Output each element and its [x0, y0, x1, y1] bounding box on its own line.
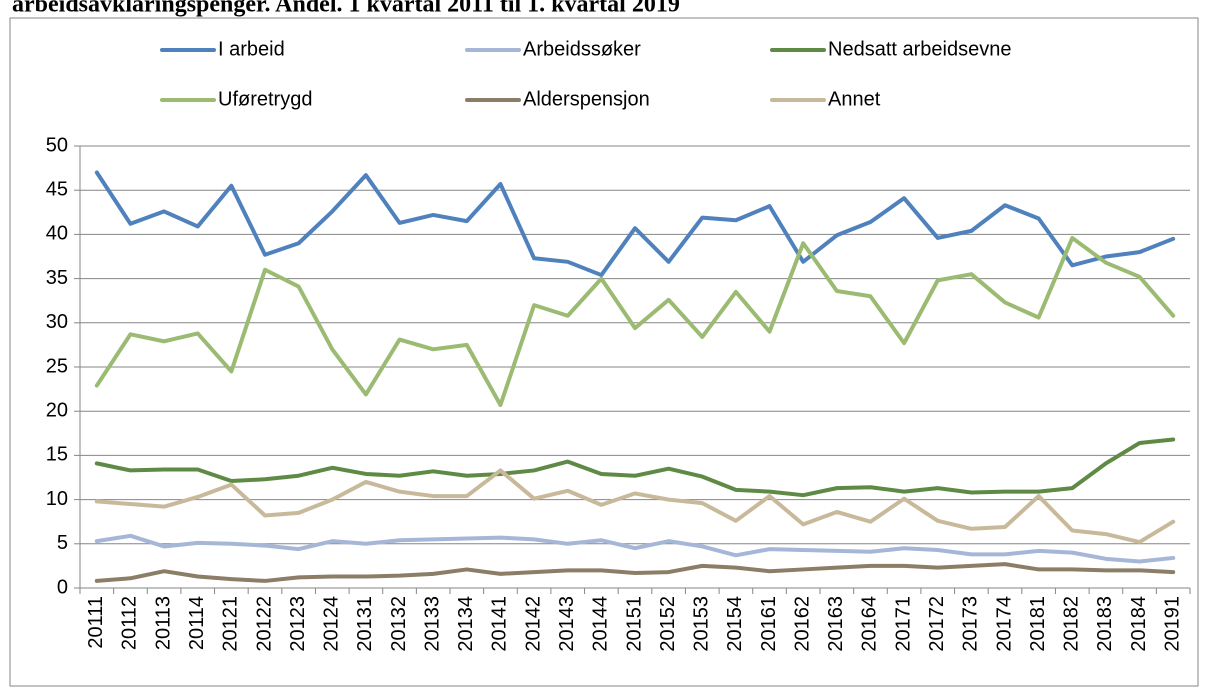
legend-label: Alderspensjon — [523, 88, 650, 110]
x-tick-label: 20151 — [623, 596, 645, 652]
x-tick-label: 20142 — [522, 596, 544, 652]
x-tick-label: 20152 — [657, 596, 679, 652]
series-line — [94, 235, 1176, 408]
series-line — [94, 437, 1176, 498]
x-tick-label: 20174 — [993, 596, 1015, 652]
x-tick-label: 20111 — [85, 596, 107, 649]
x-tick-label: 20173 — [960, 596, 982, 652]
x-tick-label: 20183 — [1094, 596, 1116, 652]
x-tick-label: 20154 — [724, 596, 746, 652]
series-line — [94, 468, 1176, 545]
x-tick-label: 20133 — [421, 596, 443, 652]
series-line — [94, 562, 1176, 583]
y-tick-label: 40 — [46, 223, 68, 245]
x-tick-label: 20123 — [287, 596, 309, 652]
y-tick-label: 35 — [46, 267, 68, 289]
x-tick-label: 20153 — [691, 596, 713, 652]
x-tick-label: 20112 — [119, 596, 141, 650]
legend-label: Annet — [828, 88, 881, 110]
y-tick-label: 30 — [46, 311, 68, 333]
x-tick-label: 20163 — [825, 596, 847, 652]
chart-frame — [9, 17, 1199, 687]
legend-label: Nedsatt arbeidsevne — [828, 38, 1011, 60]
x-tick-label: 20161 — [758, 596, 780, 652]
x-tick-label: 20182 — [1061, 596, 1083, 652]
series-line — [94, 170, 1176, 278]
y-tick-label: 5 — [57, 532, 68, 554]
y-tick-label: 10 — [46, 488, 68, 510]
x-tick-label: 20131 — [354, 596, 376, 652]
legend-label: I arbeid — [218, 38, 285, 60]
x-tick-label: 20162 — [791, 596, 813, 652]
chart-title: arbeidsavklaringspenger. Andel. 1 kvarta… — [12, 0, 680, 18]
y-tick-label: 15 — [46, 444, 68, 466]
legend-label: Arbeidssøker — [523, 38, 641, 60]
y-tick-label: 20 — [46, 399, 68, 421]
y-tick-label: 0 — [57, 576, 68, 598]
x-tick-label: 20164 — [859, 596, 881, 652]
x-tick-label: 20132 — [388, 596, 410, 652]
x-tick-label: 20113 — [152, 596, 174, 650]
x-tick-label: 20141 — [489, 596, 511, 652]
legend-label: Uføretrygd — [218, 88, 312, 110]
x-tick-label: 20114 — [186, 596, 208, 650]
x-tick-label: 20181 — [1027, 596, 1049, 652]
x-tick-label: 20122 — [253, 596, 275, 652]
x-tick-label: 20172 — [926, 596, 948, 652]
x-tick-label: 20124 — [321, 596, 343, 652]
y-tick-label: 25 — [46, 355, 68, 377]
x-tick-label: 20121 — [220, 596, 242, 652]
x-tick-label: 20134 — [455, 596, 477, 652]
x-tick-label: 20144 — [590, 596, 612, 652]
x-tick-label: 20143 — [556, 596, 578, 652]
x-tick-label: 20171 — [892, 596, 914, 652]
series-line — [94, 533, 1176, 564]
y-tick-label: 45 — [46, 178, 68, 200]
x-tick-label: 20184 — [1128, 596, 1150, 652]
y-tick-label: 50 — [46, 134, 68, 156]
x-tick-label: 20191 — [1161, 596, 1183, 652]
